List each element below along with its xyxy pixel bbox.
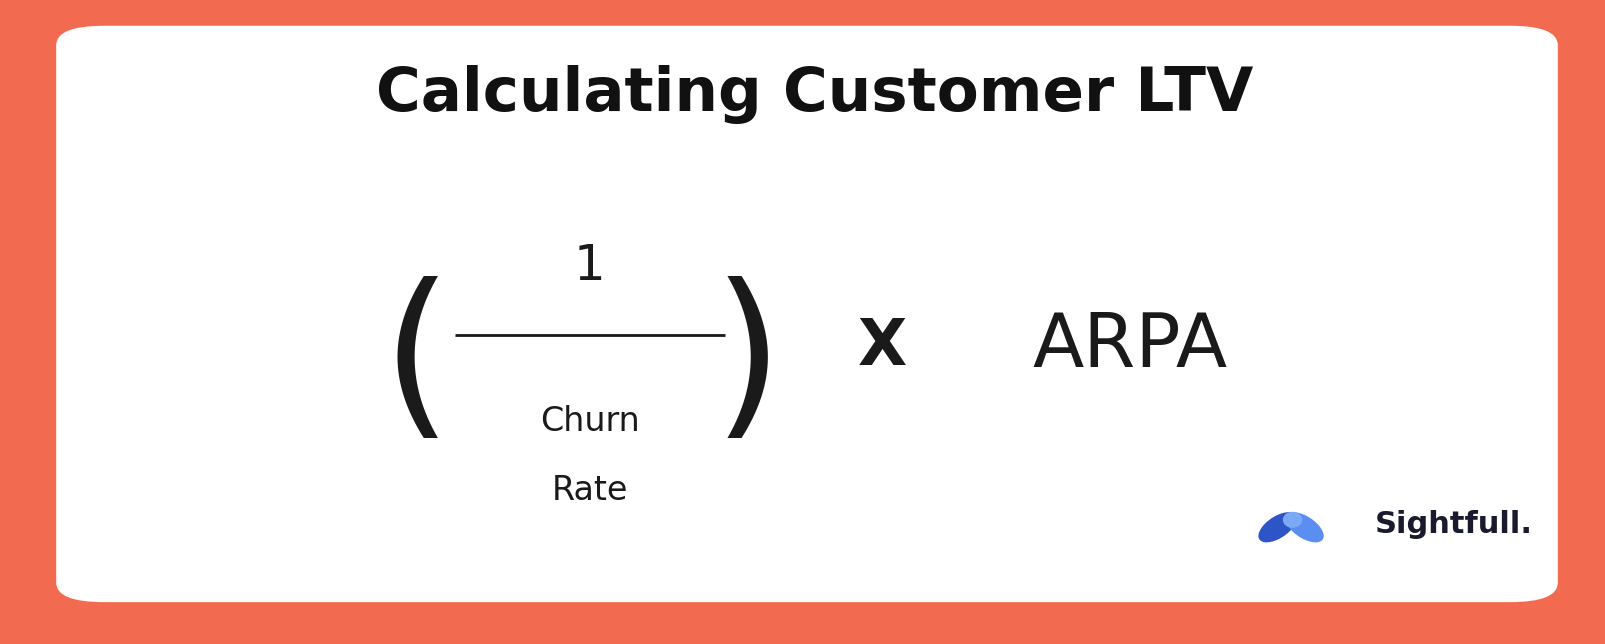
Text: Calculating Customer LTV: Calculating Customer LTV bbox=[376, 65, 1254, 124]
Ellipse shape bbox=[1282, 512, 1302, 528]
Text: ARPA: ARPA bbox=[1032, 310, 1228, 383]
Ellipse shape bbox=[1258, 512, 1295, 542]
Text: Churn: Churn bbox=[539, 404, 639, 438]
Text: ): ) bbox=[713, 276, 782, 452]
Text: Rate: Rate bbox=[551, 473, 628, 507]
Text: Sightfull.: Sightfull. bbox=[1374, 510, 1533, 539]
Text: X: X bbox=[857, 316, 907, 378]
Text: (: ( bbox=[382, 276, 453, 452]
Text: 1: 1 bbox=[573, 243, 605, 290]
Ellipse shape bbox=[1284, 512, 1323, 542]
